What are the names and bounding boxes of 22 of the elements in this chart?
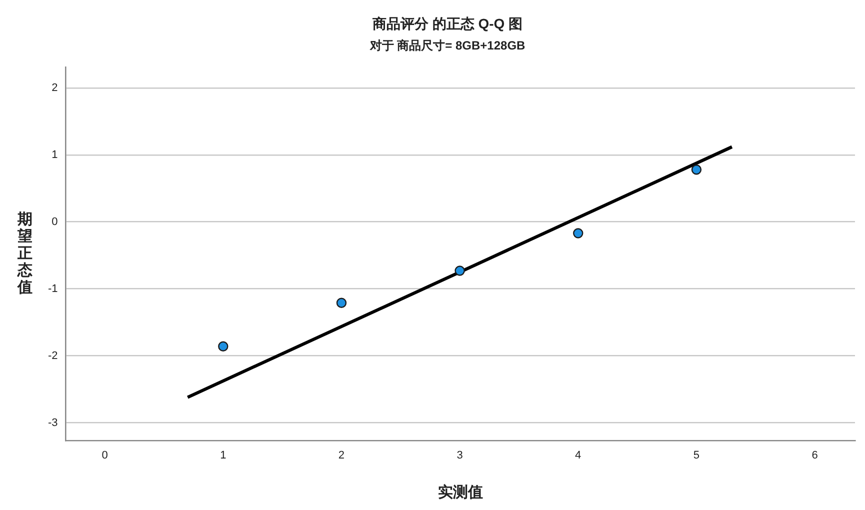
y-tick-label: -3 — [48, 416, 58, 429]
y-tick-label: 0 — [52, 216, 58, 228]
x-tick-label: 0 — [102, 449, 108, 462]
point — [218, 341, 228, 352]
point — [691, 164, 702, 175]
point — [454, 266, 465, 276]
x-tick-label: 2 — [338, 449, 345, 462]
point — [573, 228, 584, 238]
chart-subtitle: 对于 商品尺寸= 8GB+128GB — [368, 38, 526, 52]
x-tick-label: 6 — [812, 449, 818, 462]
x-tick-label: 3 — [456, 449, 463, 462]
x-tick-label: 5 — [693, 449, 700, 462]
y-tick-label: -1 — [48, 282, 58, 295]
y-tick-label: -2 — [48, 350, 58, 362]
chart-title: 商品评分 的正态 Q-Q 图 — [371, 15, 523, 32]
x-axis-title: 实测值 — [438, 483, 483, 502]
point — [336, 298, 347, 308]
x-tick-label: 4 — [575, 449, 582, 462]
x-tick-label: 1 — [220, 449, 226, 462]
y-tick-label: 1 — [52, 148, 58, 161]
y-axis-title: 期望正态值 — [16, 211, 32, 296]
y-tick-label: 2 — [52, 82, 58, 94]
